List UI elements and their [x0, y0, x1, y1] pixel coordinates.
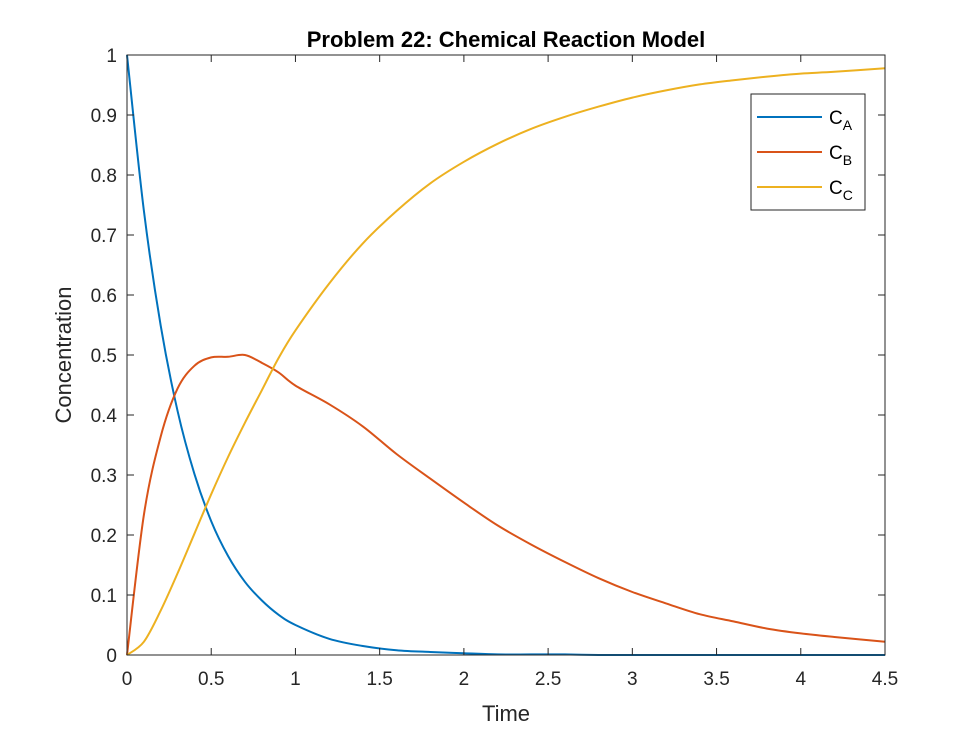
x-tick-label: 1.5 [366, 669, 392, 690]
x-tick-label: 3.5 [703, 669, 729, 690]
x-tick-label: 0.5 [198, 669, 224, 690]
y-axis-label: Concentration [51, 287, 76, 424]
y-tick-label: 0.6 [91, 286, 117, 307]
x-tick-label: 1 [290, 669, 301, 690]
legend-label-c: CC [829, 178, 853, 203]
legend-label-b: CB [829, 143, 852, 168]
y-tick-label: 0 [106, 646, 117, 667]
y-tick-label: 1 [106, 46, 117, 67]
chart-title: Problem 22: Chemical Reaction Model [307, 27, 706, 52]
y-tick-label: 0.7 [91, 226, 117, 247]
y-tick-label: 0.1 [91, 586, 117, 607]
y-tick-label: 0.8 [91, 166, 117, 187]
x-tick-label: 4 [795, 669, 806, 690]
axes-box [126, 54, 886, 656]
x-axis-label: Time [482, 701, 530, 726]
y-tick-label: 0.2 [91, 526, 117, 547]
legend-label-a: CA [829, 108, 853, 133]
x-tick-label: 2.5 [535, 669, 561, 690]
x-tick-label: 3 [627, 669, 638, 690]
x-tick-label: 0 [122, 669, 133, 690]
x-tick-label: 2 [459, 669, 470, 690]
legend: CA CB CC [750, 93, 866, 211]
y-tick-label: 0.5 [91, 346, 117, 367]
y-tick-label: 0.4 [91, 406, 118, 427]
x-axis: 0 0.5 1 1.5 2 2.5 3 3.5 4 4.5 [122, 55, 898, 690]
x-tick-label: 4.5 [872, 669, 898, 690]
y-tick-label: 0.3 [91, 466, 117, 487]
y-tick-label: 0.9 [91, 106, 117, 127]
series-line-b [126, 353, 886, 656]
series-line-c [126, 67, 886, 656]
